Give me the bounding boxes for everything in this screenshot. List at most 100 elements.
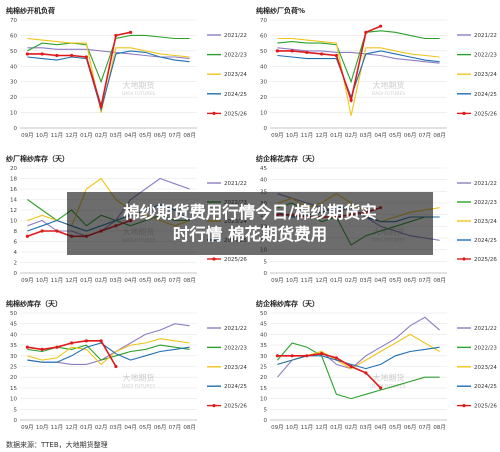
legend-label: 2025/26 (224, 257, 247, 263)
series-line-2022-23 (27, 34, 190, 84)
y-tick-label: 40 (10, 332, 17, 338)
x-tick-label: 06月 (154, 132, 167, 139)
x-tick-label: 01月 (330, 132, 343, 139)
x-tick-label: 02月 (345, 277, 358, 284)
legend-marker (462, 257, 466, 261)
watermark-cn: 大地期货 (373, 373, 405, 383)
legend-label: 2024/25 (224, 384, 247, 390)
source-note: 数据来源：TTEB，大地期货整理 (6, 441, 108, 449)
y-tick-label: 15 (10, 386, 17, 392)
y-tick-label: 50 (260, 49, 267, 55)
data-point (99, 339, 103, 343)
x-tick-label: 02月 (345, 424, 358, 431)
x-tick-label: 06月 (404, 132, 417, 139)
x-tick-label: 11月 (301, 132, 314, 139)
x-tick-label: 05月 (389, 132, 402, 139)
y-tick-label: 30 (10, 354, 17, 360)
series-line-2023-24 (27, 338, 190, 366)
x-tick-label: 03月 (360, 424, 373, 431)
x-tick-label: 04月 (374, 277, 387, 284)
y-tick-label: 30 (260, 80, 267, 86)
data-point (290, 354, 294, 358)
y-tick-label: 0 (14, 126, 18, 132)
x-tick-label: 04月 (124, 277, 137, 284)
x-tick-label: 03月 (110, 277, 123, 284)
series-line-2025-26 (277, 25, 381, 104)
chart-title: 纺企棉花库存（天） (256, 154, 319, 163)
x-tick-label: 09月 (271, 132, 284, 139)
y-tick-label: 0 (14, 418, 18, 424)
y-tick-label: 10 (10, 111, 17, 117)
legend-label: 2025/26 (474, 111, 497, 117)
x-tick-label: 08月 (183, 277, 196, 284)
data-point (84, 55, 88, 59)
data-point (349, 364, 353, 369)
y-tick-label: 70 (10, 18, 17, 24)
x-tick-label: 02月 (95, 424, 108, 431)
x-tick-label: 08月 (433, 424, 446, 431)
x-tick-label: 02月 (95, 132, 108, 139)
x-tick-label: 04月 (124, 424, 137, 431)
y-tick-label: 5 (264, 407, 268, 413)
series-line-2023-24 (277, 37, 440, 116)
data-point (290, 49, 294, 53)
x-tick-label: 10月 (286, 132, 299, 139)
y-tick-label: 6 (14, 240, 18, 246)
legend-label: 2025/26 (224, 404, 247, 410)
y-tick-label: 10 (10, 219, 17, 225)
chart-title: 纱厂棉纱库存（天） (6, 154, 69, 163)
series-line-2023-24 (277, 333, 440, 370)
legend-marker (212, 111, 216, 115)
headline-line-2: 时行情 棉花期货费用 (172, 224, 328, 244)
y-tick-label: 50 (260, 311, 267, 317)
legend-label: 2021/22 (224, 181, 247, 187)
data-point (364, 371, 368, 375)
chart-panel-2: 纯棉纱厂负荷% 0 10 20 30 40 50 60 70 09月 10月 11月 12月 01月 02月… (256, 6, 497, 139)
data-point (25, 345, 29, 349)
data-point (55, 229, 59, 233)
x-tick-label: 05月 (139, 277, 152, 284)
y-tick-label: 12 (10, 208, 17, 214)
chart-title: 纯棉纱厂负荷% (256, 6, 305, 15)
data-point (55, 345, 59, 349)
data-point (114, 33, 118, 38)
data-point (379, 386, 383, 390)
legend-label: 2023/24 (474, 72, 497, 78)
watermark-en: DADI FUTURES (122, 91, 156, 97)
data-point (70, 53, 74, 58)
y-tick-label: 45 (10, 322, 17, 328)
legend-label: 2025/26 (474, 404, 497, 410)
x-tick-label: 12月 (315, 424, 328, 431)
x-tick-label: 11月 (301, 424, 314, 431)
y-tick-label: 40 (260, 332, 267, 338)
y-tick-label: 40 (260, 178, 267, 184)
y-tick-label: 40 (10, 64, 17, 70)
legend-label: 2023/24 (224, 365, 247, 371)
data-point (320, 52, 324, 56)
chart-panel-3: 纱厂棉纱库存（天） 0 2 4 6 8 10 12 14 16 18 20 09月 10月 11月 12月 01… (6, 154, 247, 284)
x-tick-label: 05月 (389, 277, 402, 284)
y-tick-label: 10 (260, 397, 267, 403)
series-line-2024-25 (277, 346, 440, 370)
x-tick-label: 09月 (21, 277, 34, 284)
data-point (40, 229, 44, 233)
y-tick-label: 20 (10, 95, 17, 101)
y-tick-label: 40 (260, 64, 267, 70)
x-tick-label: 09月 (271, 424, 284, 431)
legend-label: 2025/26 (224, 111, 247, 117)
legend-label: 2021/22 (224, 326, 247, 332)
legend-label: 2024/25 (474, 92, 497, 98)
x-tick-label: 08月 (433, 132, 446, 139)
x-tick-label: 12月 (315, 277, 328, 284)
x-tick-label: 03月 (360, 277, 373, 284)
watermark-cn: 大地期货 (123, 80, 155, 90)
x-tick-label: 11月 (301, 277, 314, 284)
x-tick-label: 09月 (271, 277, 284, 284)
chart-panel-1: 纯棉纱开机负荷 0 10 20 30 40 50 60 70 09月 10月 11月 12月 01月 02月… (6, 6, 247, 139)
x-tick-label: 07月 (169, 424, 182, 431)
series-line-2021-22 (276, 316, 440, 378)
legend-label: 2022/23 (474, 53, 497, 59)
x-tick-label: 01月 (80, 132, 93, 139)
data-point (55, 53, 59, 58)
data-point (305, 354, 309, 358)
